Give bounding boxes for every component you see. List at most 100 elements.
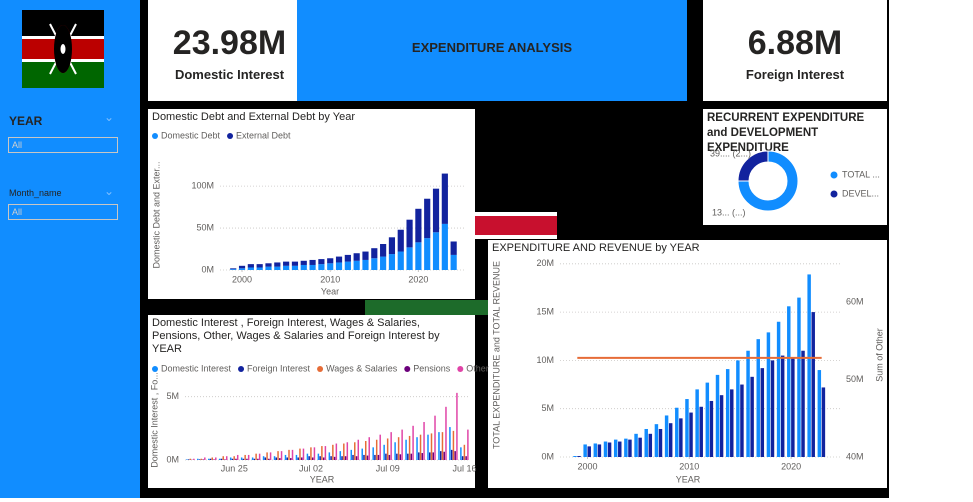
bar <box>273 456 276 460</box>
bar <box>375 439 378 460</box>
bar <box>427 434 429 460</box>
x-tick-label: 2000 <box>232 274 252 284</box>
bar <box>350 449 353 460</box>
y-tick-label: 50M <box>196 222 214 232</box>
bar <box>186 459 188 460</box>
bar <box>297 457 299 460</box>
legend-swatch <box>152 366 158 372</box>
slicer-dropdown[interactable]: All <box>8 137 118 153</box>
bar-segment <box>309 259 316 265</box>
bar-segment <box>388 254 396 270</box>
bg-flag-green <box>365 300 488 315</box>
bar-segment <box>344 261 351 270</box>
bar-segment <box>432 188 440 233</box>
bar-segment <box>265 263 272 267</box>
bar <box>419 434 422 460</box>
bar <box>317 453 320 460</box>
slice-label: 13... (...) <box>712 207 746 217</box>
bar <box>200 458 203 460</box>
bar <box>215 457 217 460</box>
slicer-chevron: ⌄ <box>104 184 115 198</box>
bar <box>593 443 598 457</box>
bar-segment <box>406 219 413 248</box>
bar <box>449 427 451 460</box>
bar <box>213 459 215 460</box>
bar <box>344 456 347 460</box>
bar-segment <box>247 267 254 270</box>
bar <box>319 456 321 460</box>
bar <box>363 454 365 460</box>
x-tick-label: Jun 25 <box>221 463 248 473</box>
bar <box>379 434 381 460</box>
slice-label: 39.... (2...) <box>710 148 751 158</box>
x-tick-label: Jul 16 <box>453 463 477 473</box>
bar <box>204 457 206 460</box>
y-tick-label: 20M <box>536 258 554 268</box>
y2-tick-label: 60M <box>846 297 864 307</box>
x-tick-label: 2010 <box>320 274 340 284</box>
bar <box>361 448 363 460</box>
bar <box>247 454 250 460</box>
bar-segment <box>441 223 448 270</box>
bar <box>740 384 744 457</box>
x-axis-title: Year <box>321 286 339 296</box>
bar <box>618 441 622 457</box>
chart-title: Domestic Interest , Foreign Interest, Wa… <box>152 317 440 355</box>
slicer-chevron: ⌄ <box>104 110 115 124</box>
bar <box>218 458 221 460</box>
bar <box>746 350 750 457</box>
bar <box>421 453 424 460</box>
bar <box>236 454 239 460</box>
bar <box>257 458 259 460</box>
bar <box>648 433 653 457</box>
bar <box>770 360 775 457</box>
bar <box>817 370 822 457</box>
bar-segment <box>230 268 237 270</box>
banner: EXPENDITURE ANALYSIS <box>297 0 687 101</box>
bar <box>603 441 608 457</box>
bar-segment <box>256 264 263 268</box>
bar <box>258 453 261 460</box>
kenya-flag <box>22 10 104 88</box>
bar <box>807 274 811 457</box>
bar-segment <box>283 261 290 266</box>
bar <box>302 448 305 460</box>
sidebar: YEAR ⌄ All Month_name ⌄ All <box>0 0 140 498</box>
bar <box>719 395 724 457</box>
bar <box>730 389 734 457</box>
bar-segment <box>318 264 325 270</box>
slicer-dropdown[interactable]: All <box>8 204 118 220</box>
bar <box>364 441 367 460</box>
bar-segment <box>291 265 299 270</box>
banner-title: EXPENDITURE ANALYSIS <box>411 40 573 55</box>
legend-swatch <box>152 133 158 139</box>
bar <box>689 412 693 457</box>
legend-swatch <box>830 190 838 198</box>
bar <box>324 446 327 460</box>
bar <box>197 458 199 460</box>
bar <box>725 369 730 457</box>
y2-tick-label: 40M <box>846 451 864 461</box>
bar-segment <box>380 256 387 270</box>
bar <box>269 452 272 460</box>
x-axis-title: YEAR <box>676 474 701 484</box>
bar <box>343 443 345 460</box>
legend-label: Pensions <box>413 363 451 373</box>
bar <box>573 456 577 457</box>
bar <box>235 458 237 460</box>
bar <box>222 456 224 460</box>
legend-swatch <box>404 366 411 372</box>
bar <box>787 306 791 457</box>
bar <box>193 458 195 460</box>
y-tick-label: 0M <box>201 264 214 274</box>
y-tick-label: 100M <box>191 181 214 191</box>
legend-label: Foreign Interest <box>247 363 311 373</box>
bg-flag-red <box>475 216 557 235</box>
x-tick-label: 2000 <box>577 461 597 471</box>
bar <box>386 438 389 460</box>
bar <box>246 458 248 460</box>
bar <box>224 459 226 460</box>
bar <box>308 456 310 460</box>
bar <box>405 439 407 460</box>
